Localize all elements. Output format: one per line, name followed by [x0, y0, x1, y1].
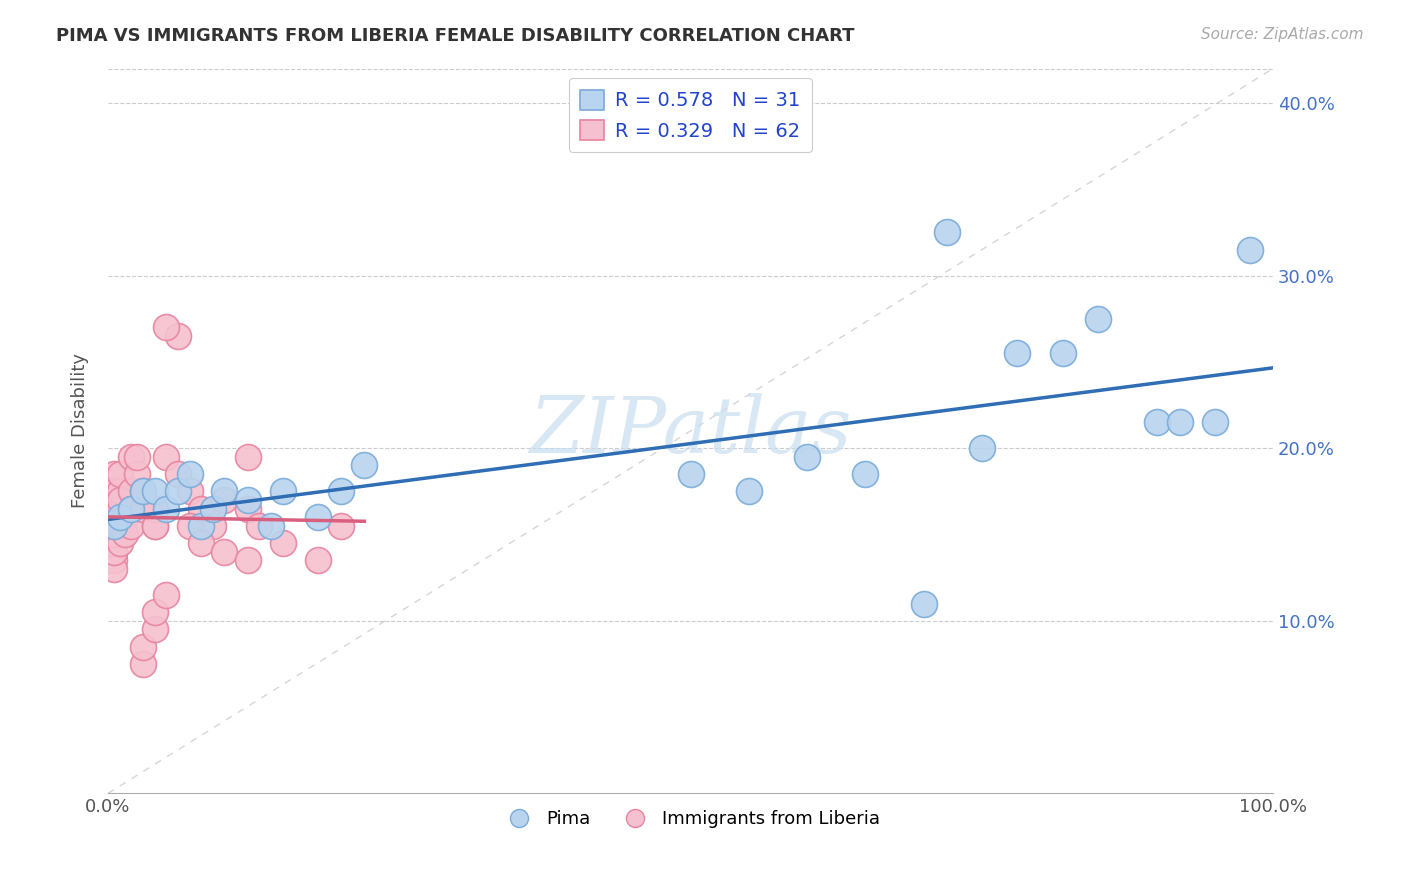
Point — [103, 536, 125, 550]
Point — [103, 545, 125, 559]
Point — [114, 527, 136, 541]
Point — [1168, 415, 1191, 429]
Point — [108, 484, 131, 499]
Y-axis label: Female Disability: Female Disability — [72, 353, 89, 508]
Point — [738, 484, 761, 499]
Point — [1146, 415, 1168, 429]
Point — [236, 492, 259, 507]
Point — [103, 519, 125, 533]
Point — [970, 441, 993, 455]
Point — [127, 467, 149, 481]
Point — [103, 475, 125, 490]
Point — [307, 510, 329, 524]
Point — [120, 519, 142, 533]
Point — [108, 492, 131, 507]
Point — [103, 553, 125, 567]
Point — [103, 484, 125, 499]
Point — [271, 536, 294, 550]
Point — [1052, 346, 1074, 360]
Text: Source: ZipAtlas.com: Source: ZipAtlas.com — [1201, 27, 1364, 42]
Point — [103, 510, 125, 524]
Point — [1005, 346, 1028, 360]
Point — [190, 536, 212, 550]
Point — [132, 484, 155, 499]
Point — [935, 226, 957, 240]
Point — [796, 450, 818, 464]
Point — [214, 492, 236, 507]
Point — [236, 553, 259, 567]
Point — [132, 501, 155, 516]
Text: ZIPatlas: ZIPatlas — [529, 392, 852, 469]
Point — [108, 510, 131, 524]
Point — [214, 545, 236, 559]
Point — [108, 519, 131, 533]
Point — [1087, 311, 1109, 326]
Point — [190, 501, 212, 516]
Point — [330, 484, 353, 499]
Point — [103, 484, 125, 499]
Point — [132, 657, 155, 671]
Point — [103, 519, 125, 533]
Point — [167, 484, 190, 499]
Point — [201, 519, 224, 533]
Point — [120, 501, 142, 516]
Point — [103, 527, 125, 541]
Point — [120, 450, 142, 464]
Point — [103, 536, 125, 550]
Point — [108, 536, 131, 550]
Point — [236, 501, 259, 516]
Point — [114, 510, 136, 524]
Point — [103, 501, 125, 516]
Point — [214, 484, 236, 499]
Point — [236, 450, 259, 464]
Point — [307, 553, 329, 567]
Point — [120, 501, 142, 516]
Point — [179, 519, 201, 533]
Point — [143, 519, 166, 533]
Point — [103, 467, 125, 481]
Point — [103, 519, 125, 533]
Point — [143, 605, 166, 619]
Point — [108, 501, 131, 516]
Point — [103, 519, 125, 533]
Point — [103, 545, 125, 559]
Point — [143, 519, 166, 533]
Point — [127, 450, 149, 464]
Point — [260, 519, 283, 533]
Legend: Pima, Immigrants from Liberia: Pima, Immigrants from Liberia — [494, 803, 887, 835]
Point — [143, 501, 166, 516]
Point — [103, 501, 125, 516]
Point — [179, 484, 201, 499]
Point — [132, 484, 155, 499]
Point — [103, 492, 125, 507]
Point — [108, 467, 131, 481]
Point — [1239, 243, 1261, 257]
Point — [271, 484, 294, 499]
Text: PIMA VS IMMIGRANTS FROM LIBERIA FEMALE DISABILITY CORRELATION CHART: PIMA VS IMMIGRANTS FROM LIBERIA FEMALE D… — [56, 27, 855, 45]
Point — [155, 501, 177, 516]
Point — [853, 467, 876, 481]
Point — [190, 519, 212, 533]
Point — [353, 458, 375, 473]
Point — [167, 467, 190, 481]
Point — [143, 484, 166, 499]
Point — [155, 450, 177, 464]
Point — [179, 467, 201, 481]
Point — [167, 329, 190, 343]
Point — [143, 623, 166, 637]
Point — [912, 597, 935, 611]
Point — [120, 484, 142, 499]
Point — [103, 527, 125, 541]
Point — [201, 501, 224, 516]
Point — [679, 467, 702, 481]
Point — [155, 588, 177, 602]
Point — [103, 510, 125, 524]
Point — [330, 519, 353, 533]
Point — [155, 320, 177, 334]
Point — [132, 640, 155, 654]
Point — [249, 519, 271, 533]
Point — [103, 562, 125, 576]
Point — [1204, 415, 1226, 429]
